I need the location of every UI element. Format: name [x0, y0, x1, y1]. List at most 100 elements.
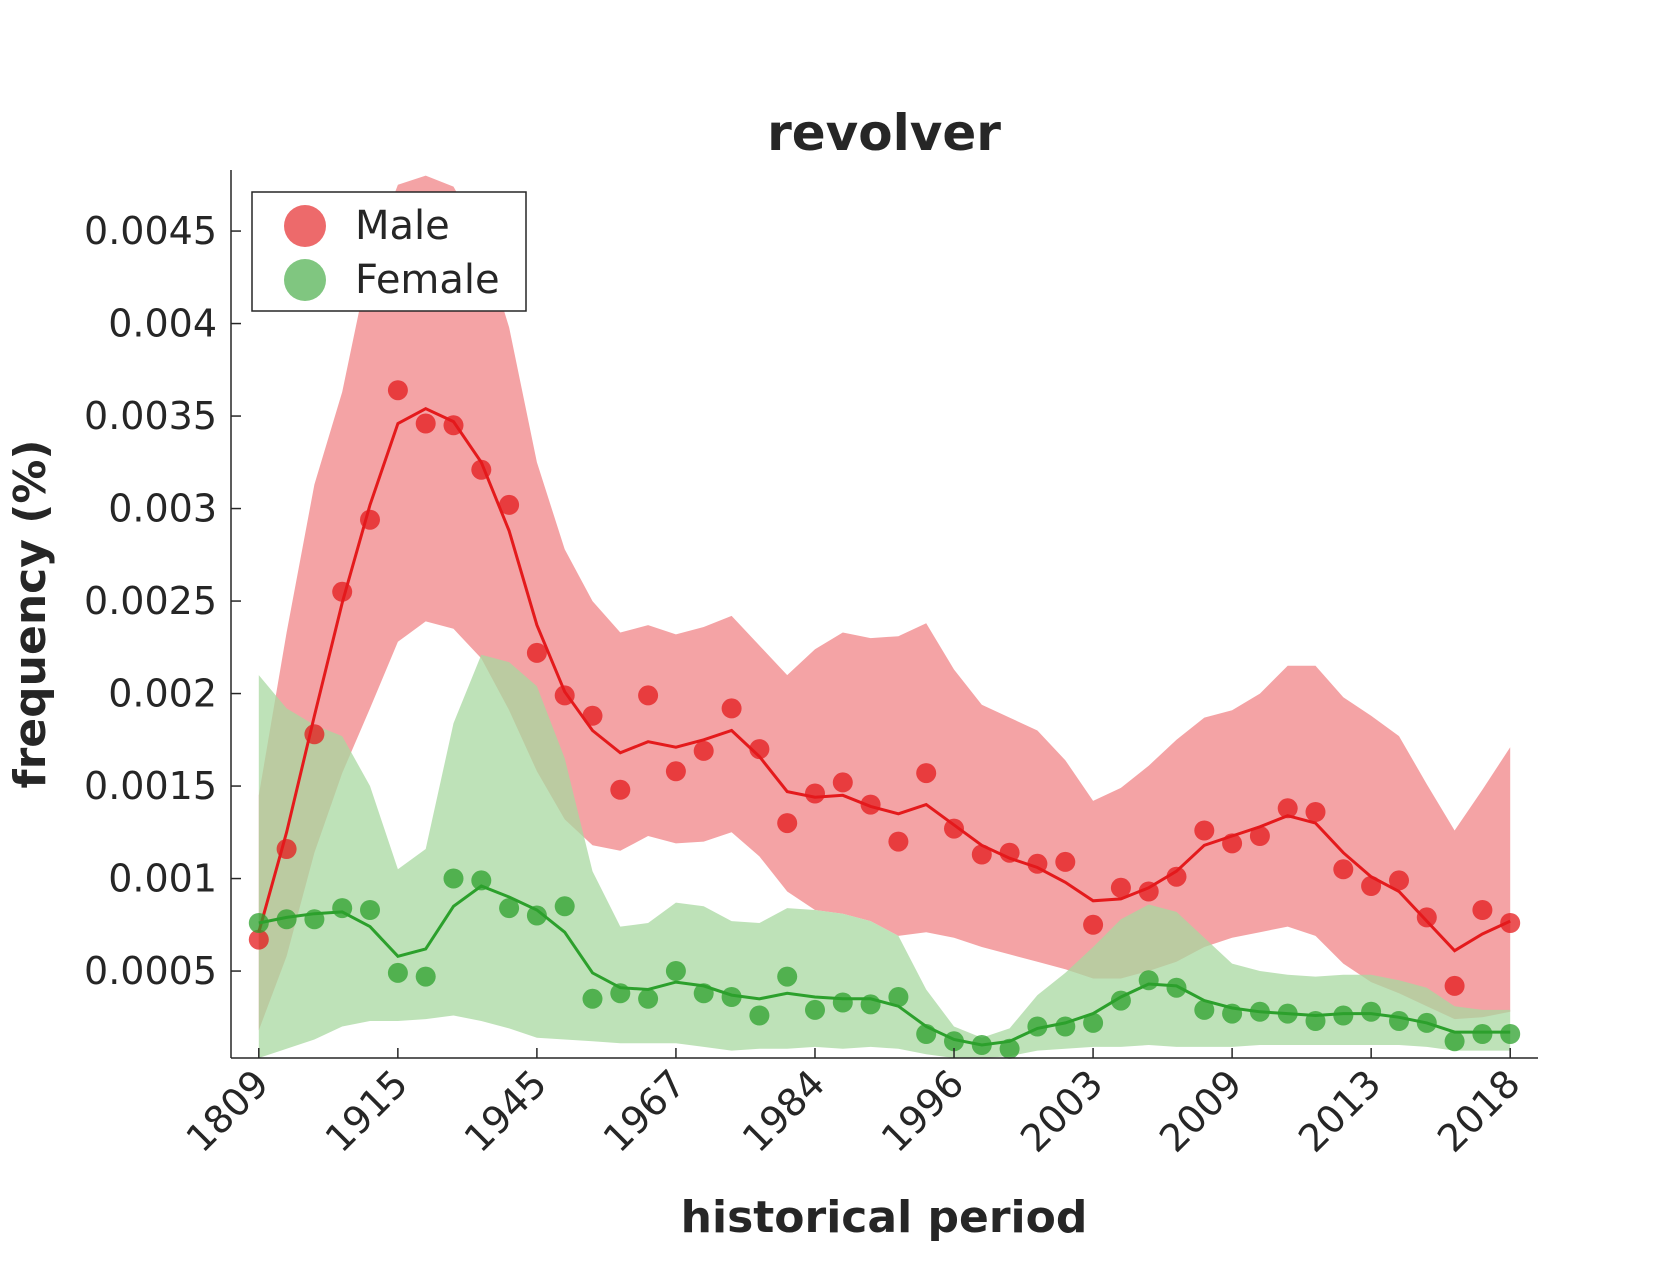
data-point-female [248, 913, 269, 933]
data-point-female [1027, 1016, 1048, 1037]
data-point-male [638, 685, 659, 706]
x-tick-label: 1809 [178, 1061, 278, 1161]
data-point-female [638, 988, 659, 1009]
data-point-male [944, 818, 964, 839]
data-point-female [1444, 1031, 1465, 1052]
data-point-male [1055, 851, 1076, 872]
data-point-female [415, 966, 436, 987]
axes [230, 170, 1538, 1059]
data-point-female [971, 1035, 992, 1055]
data-point-female [860, 994, 881, 1015]
y-axis-title: frequency (%) [5, 439, 56, 788]
y-tick-label: 0.0015 [84, 764, 217, 808]
data-point-female [832, 992, 853, 1013]
data-point-male [1444, 975, 1465, 996]
points-male [248, 380, 1521, 996]
x-tick-label: 1915 [317, 1061, 417, 1161]
data-point-male [554, 685, 575, 706]
data-point-male [665, 761, 686, 782]
data-point-male [999, 842, 1020, 863]
data-point-female [1194, 999, 1215, 1020]
data-point-female [665, 961, 686, 981]
data-point-male [471, 459, 492, 480]
data-point-female [1277, 1003, 1298, 1024]
data-point-male [443, 415, 464, 436]
data-point-male [916, 763, 937, 784]
data-point-male [248, 929, 269, 950]
data-point-male [1249, 826, 1270, 846]
data-point-female [304, 909, 325, 930]
data-point-female [1416, 1012, 1437, 1033]
data-point-female [582, 988, 603, 1009]
data-point-male [1389, 870, 1409, 891]
data-point-female [1138, 970, 1159, 991]
data-point-male [832, 772, 853, 793]
data-point-female [554, 896, 575, 917]
data-point-male [582, 705, 603, 726]
data-point-male [1361, 876, 1382, 896]
legend-label-male: Male [355, 203, 450, 249]
data-point-female [1500, 1024, 1521, 1044]
y-tick-label: 0.0025 [84, 579, 217, 623]
data-point-female [693, 983, 714, 1004]
data-point-male [1305, 802, 1326, 822]
data-point-female [749, 1005, 770, 1026]
data-point-female [1333, 1005, 1354, 1026]
y-tick-label: 0.0045 [84, 209, 217, 253]
chart-title: revolver [767, 104, 1001, 162]
data-point-female [332, 898, 353, 919]
data-point-female [443, 868, 464, 889]
trend-line-female [258, 884, 1511, 1047]
legend: Male Female [251, 191, 527, 312]
data-point-male [276, 839, 297, 859]
data-point-male [971, 844, 992, 865]
data-point-male [415, 413, 436, 434]
plot-area [248, 175, 1521, 1059]
data-point-male [1027, 853, 1048, 874]
legend-marker-male [284, 205, 326, 247]
confidence-band-female [258, 654, 1511, 1058]
data-point-male [1333, 859, 1354, 880]
data-point-female [1472, 1024, 1493, 1044]
legend-label-female: Female [355, 257, 500, 303]
y-tick-label: 0.004 [108, 302, 217, 346]
data-point-female [610, 983, 631, 1004]
data-point-male [1222, 833, 1243, 854]
data-point-female [276, 909, 297, 930]
x-tick-label: 2013 [1290, 1061, 1390, 1161]
data-point-female [1249, 1001, 1270, 1022]
data-point-male [805, 783, 825, 804]
data-point-male [1416, 907, 1437, 928]
data-point-female [1055, 1016, 1076, 1037]
data-point-male [888, 831, 909, 852]
data-point-male [499, 494, 520, 515]
data-point-male [1194, 820, 1215, 841]
data-point-male [721, 698, 742, 719]
data-point-female [888, 987, 909, 1007]
data-point-female [721, 987, 742, 1007]
data-point-male [1083, 914, 1104, 935]
y-tick-label: 0.0005 [84, 949, 217, 993]
data-point-female [916, 1024, 937, 1044]
x-tick-label: 2009 [1151, 1061, 1251, 1161]
data-point-male [777, 813, 798, 834]
data-point-male [1110, 877, 1131, 898]
data-point-male [1277, 798, 1298, 819]
data-point-female [1305, 1011, 1326, 1031]
x-tick-label: 2003 [1012, 1061, 1112, 1161]
data-point-female [777, 966, 798, 987]
points-female [248, 868, 1521, 1059]
data-point-female [944, 1031, 964, 1052]
x-tick-label: 1945 [456, 1061, 556, 1161]
data-point-male [693, 740, 714, 761]
x-tick-label: 1996 [873, 1061, 973, 1161]
trend-line-male [257, 407, 1511, 953]
data-point-female [499, 898, 520, 919]
data-point-female [999, 1038, 1020, 1059]
data-point-female [471, 870, 492, 891]
data-point-female [1083, 1012, 1104, 1033]
data-point-male [1138, 881, 1159, 902]
data-point-male [1472, 900, 1493, 920]
x-tick-label: 1984 [734, 1061, 834, 1161]
